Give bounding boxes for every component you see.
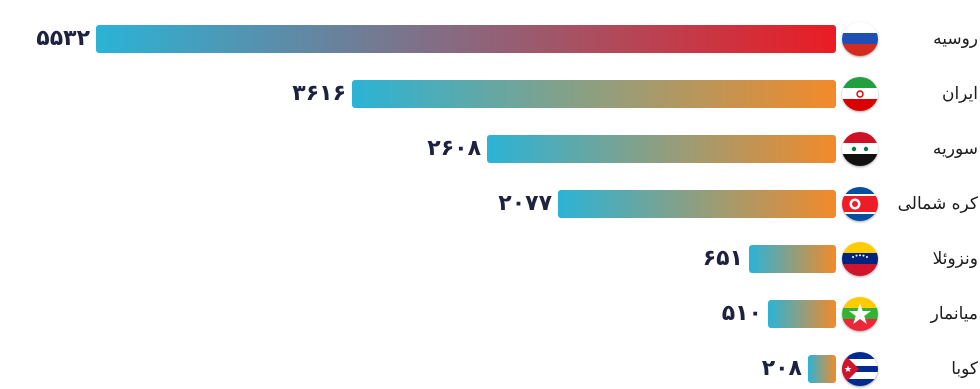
myanmar-flag-icon (842, 297, 878, 331)
value-label: ۳۶۱۶ (292, 81, 346, 106)
bar (487, 135, 836, 163)
category-label: میانمار (930, 304, 978, 324)
category-label: ایران (941, 84, 978, 104)
category-label: ونزوئلا (932, 249, 978, 269)
iran-flag-icon (842, 77, 878, 111)
category-label: کره شمالی (897, 194, 978, 214)
chart-row: ۶۵۱ ونزوئلا (0, 239, 980, 279)
bar (808, 355, 836, 383)
bar (352, 80, 836, 108)
bar (749, 245, 836, 273)
value-label: ۶۵۱ (702, 246, 743, 271)
russia-flag-icon (842, 22, 878, 56)
value-label: ۲۰۸ (761, 356, 802, 381)
chart-row: ۲۶۰۸ سوریه (0, 129, 980, 169)
chart-row: ۲۰۷۷ کره شمالی (0, 184, 980, 224)
cuba-flag-icon (842, 352, 878, 386)
category-label: کوبا (951, 359, 978, 379)
chart-row: ۵۵۳۲ روسیه (0, 19, 980, 59)
value-label: ۲۰۷۷ (498, 191, 552, 216)
bar (558, 190, 836, 218)
bar (96, 25, 836, 53)
category-label: روسیه (933, 29, 978, 49)
value-label: ۵۱۰ (721, 301, 762, 326)
north-korea-flag-icon (842, 187, 878, 221)
chart-row: ۵۱۰ میانمار (0, 294, 980, 334)
value-label: ۲۶۰۸ (427, 136, 481, 161)
bar (768, 300, 836, 328)
chart-row: ۳۶۱۶ ایران (0, 74, 980, 114)
category-label: سوریه (932, 139, 978, 159)
chart-row: ۲۰۸ کوبا (0, 349, 980, 389)
venezuela-flag-icon (842, 242, 878, 276)
value-label: ۵۵۳۲ (36, 26, 90, 51)
syria-flag-icon (842, 132, 878, 166)
